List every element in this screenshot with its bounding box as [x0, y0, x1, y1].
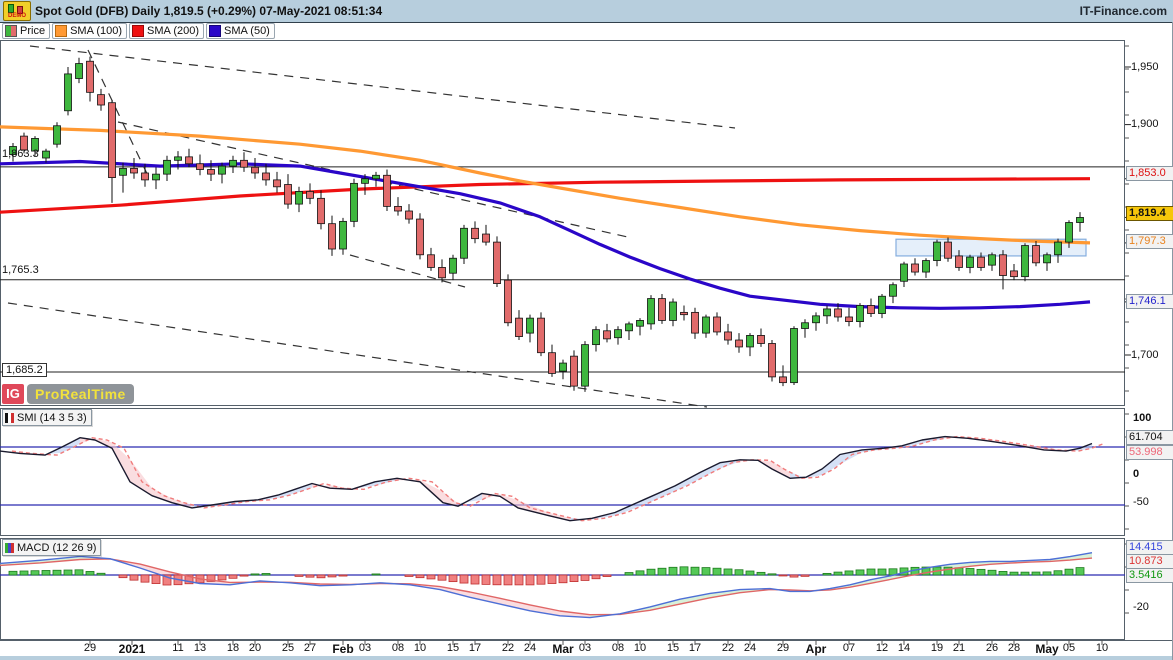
x-axis-label: 17 [688, 642, 702, 654]
smi-indicator-header[interactable]: SMI (14 3 5 3) [2, 409, 92, 426]
legend-item-sma50[interactable]: SMA (50) [206, 23, 275, 39]
brand-link[interactable]: IT-Finance.com [1079, 4, 1167, 18]
x-axis-label: Apr [805, 642, 827, 656]
x-axis-label: 26 [985, 642, 999, 654]
sma200-value-tag: 1,853.0 [1126, 166, 1173, 181]
prorealtime-logo: ProRealTime [27, 384, 134, 404]
macd-value-tag: 14.415 [1126, 540, 1173, 555]
x-axis-label: 24 [523, 642, 537, 654]
legend-price-label: Price [20, 25, 46, 37]
price-tick-1700: 1,700 [1131, 349, 1159, 361]
sma50-value-tag: 1,746.1 [1126, 294, 1173, 309]
x-axis-label: 2021 [118, 642, 146, 656]
x-axis-label: 08 [611, 642, 625, 654]
macd-swatch-icon [5, 542, 14, 553]
x-axis-label: 10 [413, 642, 427, 654]
x-axis-label: 05 [1062, 642, 1076, 654]
x-axis-label: 22 [501, 642, 515, 654]
price-tick-1950: 1,950 [1131, 61, 1159, 73]
level-label-1685: 1,685.2 [2, 363, 47, 377]
x-axis-label: 03 [358, 642, 372, 654]
level-label-1765: 1,765.3 [2, 264, 39, 276]
x-axis-label: 29 [83, 642, 97, 654]
legend-sma100-label: SMA (100) [70, 25, 123, 37]
sma100-swatch-icon [55, 25, 68, 37]
x-axis-label: 24 [743, 642, 757, 654]
legend-item-sma100[interactable]: SMA (100) [52, 23, 128, 39]
x-axis-label: 29 [776, 642, 790, 654]
x-axis-label: 19 [930, 642, 944, 654]
x-axis-label: 21 [952, 642, 966, 654]
level-label-1863: 1,863.3 [2, 148, 39, 160]
smi-tick-minus50: -50 [1133, 496, 1149, 508]
x-axis-labels[interactable]: 29 2021 11 13 18 20 25 27 Feb 03 08 10 15 17 22 24 Mar 03… [0, 642, 1173, 656]
sma50-swatch-icon [209, 25, 221, 37]
macd-header-label: MACD (12 26 9) [17, 541, 97, 554]
x-axis-label: 17 [468, 642, 482, 654]
x-axis-label: 27 [303, 642, 317, 654]
x-axis-label: Feb [332, 642, 354, 656]
mini-candle-up-icon [8, 4, 14, 13]
macd-hist-value-tag: 3.5416 [1126, 568, 1173, 583]
x-axis-label: 15 [446, 642, 460, 654]
last-price-tag: 1,819.4 [1126, 206, 1173, 221]
x-axis-label: 25 [281, 642, 295, 654]
x-axis-label: 10 [1095, 642, 1109, 654]
macd-indicator-header[interactable]: MACD (12 26 9) [2, 539, 102, 556]
smi-swatch-icon [5, 412, 14, 423]
demo-account-icon[interactable]: DEMO [3, 1, 31, 21]
price-tick-1900: 1,900 [1131, 118, 1159, 130]
ig-logo: IG [2, 384, 24, 404]
x-axis-label: 15 [666, 642, 680, 654]
smi-tick-0: 0 [1133, 468, 1140, 480]
x-axis-label: May [1035, 642, 1059, 656]
x-axis-label: 03 [578, 642, 592, 654]
x-axis-label: 14 [897, 642, 911, 654]
x-axis-label: Mar [552, 642, 574, 656]
x-axis-label: 07 [842, 642, 856, 654]
smi-header-label: SMI (14 3 5 3) [17, 411, 87, 424]
legend-sma200-label: SMA (200) [147, 25, 199, 37]
demo-badge-label: DEMO [8, 13, 26, 19]
legend-sma50-label: SMA (50) [224, 25, 270, 37]
x-axis-label: 10 [633, 642, 647, 654]
mini-candle-down-icon [17, 6, 23, 14]
x-axis-label: 08 [391, 642, 405, 654]
x-axis-label: 20 [248, 642, 262, 654]
instrument-title: Spot Gold (DFB) Daily 1,819.5 (+0.29%) 0… [35, 4, 383, 18]
price-swatch-icon [5, 25, 17, 37]
legend-row: Price SMA (100) SMA (200) SMA (50) [0, 23, 1173, 39]
x-axis-label: 18 [226, 642, 240, 654]
x-axis-label: 28 [1007, 642, 1021, 654]
x-axis-label: 13 [193, 642, 207, 654]
legend-item-price[interactable]: Price [2, 23, 51, 39]
smi-value-tag: 61.704 [1126, 430, 1173, 445]
sma200-swatch-icon [132, 25, 145, 37]
legend-item-sma200[interactable]: SMA (200) [129, 23, 204, 39]
macd-signal-value-tag: 10.873 [1126, 554, 1173, 569]
x-axis-label: 12 [875, 642, 889, 654]
prorealtime-watermark: IG ProRealTime [2, 384, 134, 404]
sma100-value-tag: 1,797.3 [1126, 234, 1173, 249]
x-axis-label: 11 [172, 642, 184, 654]
macd-tick-minus20: -20 [1133, 601, 1149, 613]
title-bar: DEMO Spot Gold (DFB) Daily 1,819.5 (+0.2… [0, 0, 1173, 23]
smi-tick-100: 100 [1133, 412, 1152, 424]
x-axis-label: 22 [721, 642, 735, 654]
smi-signal-value-tag: 53.998 [1126, 445, 1173, 460]
